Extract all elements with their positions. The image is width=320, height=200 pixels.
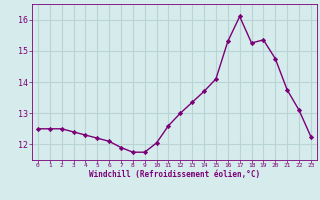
X-axis label: Windchill (Refroidissement éolien,°C): Windchill (Refroidissement éolien,°C) — [89, 170, 260, 179]
